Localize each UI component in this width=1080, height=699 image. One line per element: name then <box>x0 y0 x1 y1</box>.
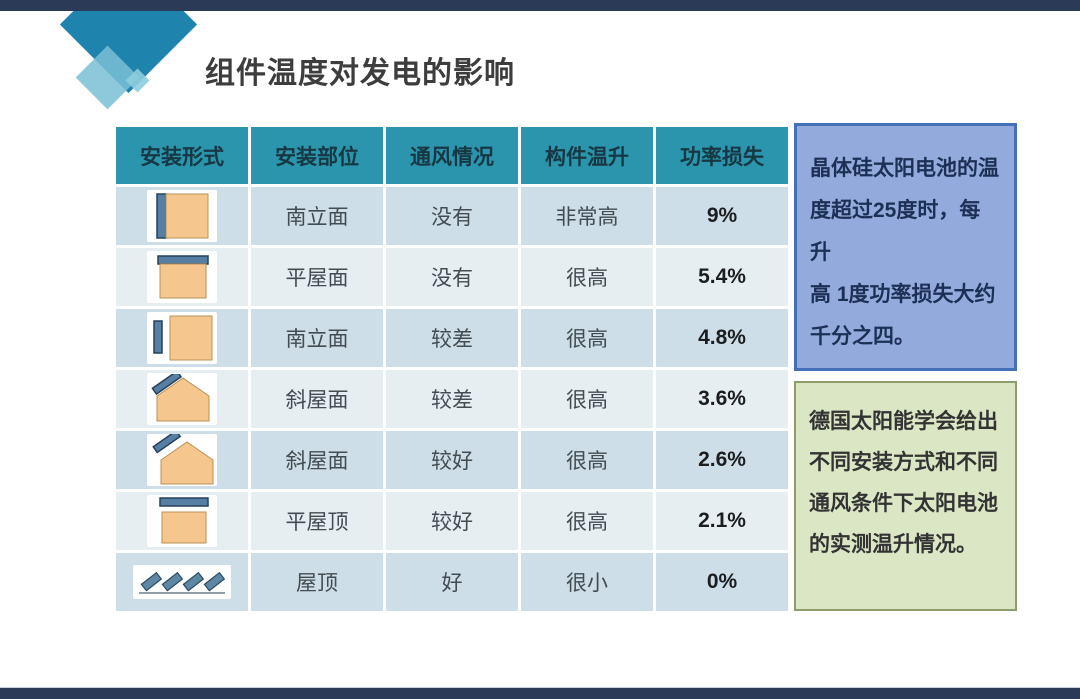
table-cell: 好 <box>386 553 518 611</box>
sloped-roof-gap-panel-icon <box>147 434 217 486</box>
table-cell: 5.4% <box>656 248 788 306</box>
table-cell: 很高 <box>521 370 653 428</box>
page-title: 组件温度对发电的影响 <box>205 57 515 90</box>
table-cell: 没有 <box>386 187 518 245</box>
table-row <box>116 431 248 489</box>
facade-gap-panel-icon <box>147 312 217 364</box>
table-cell: 平屋面 <box>251 248 383 306</box>
table-cell: 很高 <box>521 431 653 489</box>
table-row <box>116 248 248 306</box>
table-cell: 南立面 <box>251 309 383 367</box>
table-cell: 4.8% <box>656 309 788 367</box>
table-row <box>116 492 248 550</box>
table-cell: 南立面 <box>251 187 383 245</box>
table-cell: 2.6% <box>656 431 788 489</box>
column-header-install-location: 安装部位 <box>251 127 383 184</box>
table-cell: 没有 <box>386 248 518 306</box>
note-temperature-loss: 晶体硅太阳电池的温 度超过25度时，每升 高 1度功率损失大约 千分之四。 <box>794 123 1017 371</box>
table-cell: 非常高 <box>521 187 653 245</box>
column-header-install-form: 安装形式 <box>116 127 248 184</box>
column-header-power-loss: 功率损失 <box>656 127 788 184</box>
table-cell: 屋顶 <box>251 553 383 611</box>
flat-roof-gap-panel-icon <box>147 495 217 547</box>
table-cell: 0% <box>656 553 788 611</box>
table-cell: 2.1% <box>656 492 788 550</box>
table-cell: 较好 <box>386 492 518 550</box>
table-cell: 3.6% <box>656 370 788 428</box>
table-row <box>116 370 248 428</box>
tilted-array-icon <box>133 565 231 599</box>
table-row <box>116 553 248 611</box>
bottom-accent-bar <box>0 687 1080 699</box>
table-cell: 平屋顶 <box>251 492 383 550</box>
table-cell: 斜屋面 <box>251 370 383 428</box>
table-cell: 9% <box>656 187 788 245</box>
table-cell: 较好 <box>386 431 518 489</box>
table-cell: 很高 <box>521 309 653 367</box>
top-accent-bar <box>0 0 1080 11</box>
table-cell: 很高 <box>521 248 653 306</box>
column-header-ventilation: 通风情况 <box>386 127 518 184</box>
table-cell: 斜屋面 <box>251 431 383 489</box>
table-cell: 很高 <box>521 492 653 550</box>
table-cell: 较差 <box>386 309 518 367</box>
temperature-rise-table: 安装形式 安装部位 通风情况 构件温升 功率损失 南立面 没有 非常高 9% 平… <box>116 127 788 611</box>
sloped-roof-attached-panel-icon <box>147 373 217 425</box>
flat-roof-attached-panel-icon <box>147 251 217 303</box>
title-diamond-decoration <box>0 0 260 140</box>
table-row <box>116 309 248 367</box>
facade-attached-panel-icon <box>147 190 217 242</box>
note-german-solar-society: 德国太阳能学会给出 不同安装方式和不同 通风条件下太阳电池 的实测温升情况。 <box>794 381 1017 611</box>
table-row <box>116 187 248 245</box>
column-header-temp-rise: 构件温升 <box>521 127 653 184</box>
table-cell: 较差 <box>386 370 518 428</box>
table-cell: 很小 <box>521 553 653 611</box>
